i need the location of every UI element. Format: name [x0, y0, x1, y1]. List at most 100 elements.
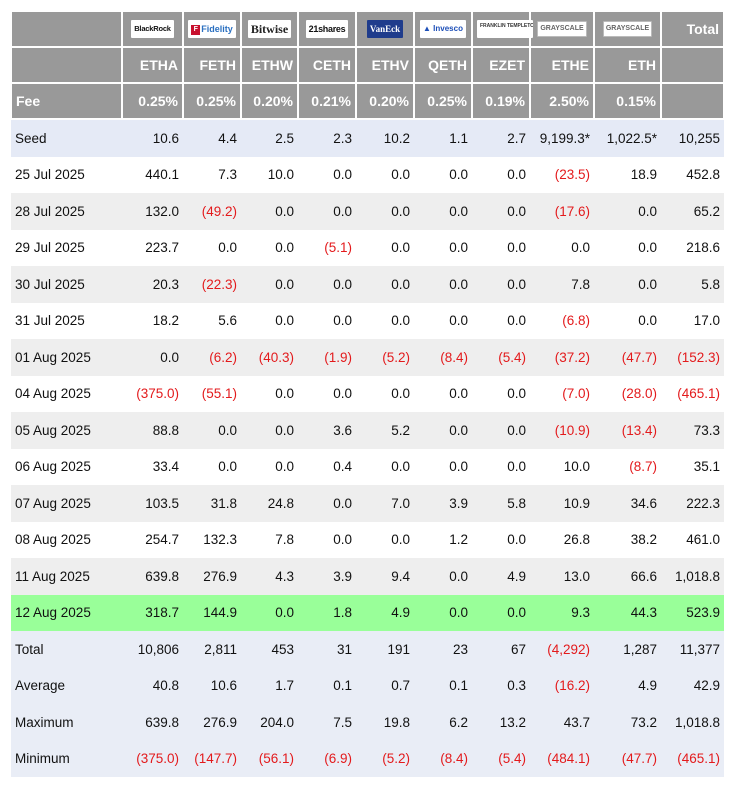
flow-cell: 5.8: [472, 485, 530, 522]
flow-cell: 10.9: [530, 485, 594, 522]
flow-cell: (1.9): [298, 339, 356, 376]
flow-cell: 1.1: [414, 119, 472, 157]
flow-cell: 10.2: [356, 119, 414, 157]
row-total-cell: 42.9: [661, 667, 724, 704]
flow-cell: 10.0: [563, 459, 590, 475]
flow-cell: 0.0: [414, 558, 472, 595]
flow-cell: 10.0: [267, 167, 294, 183]
table-row: 07 Aug 2025 103.5 31.8 24.8 0.0 7.0 3.9 5.8 10.9…: [11, 485, 724, 522]
flow-cell: 453: [241, 631, 298, 668]
fee-value: 0.25%: [121, 82, 184, 120]
flow-cell: 33.4: [152, 459, 179, 475]
flow-cell: 191: [356, 631, 414, 668]
flow-cell: 0.0: [414, 594, 472, 631]
grayscale-logo: GRAYSCALE: [537, 21, 587, 38]
row-total-cell: 10,255: [661, 119, 724, 157]
flow-cell: (8.7): [629, 459, 657, 475]
row-total-cell: 452.8: [686, 167, 720, 183]
flow-cell: (55.1): [201, 386, 237, 402]
logo-header-row: BlackRock F Fidelity Bitwise 21shares Van…: [10, 10, 725, 48]
flow-cell: (49.2): [183, 193, 241, 230]
flow-cell: 0.0: [449, 386, 468, 402]
fee-value: 0.20%: [240, 82, 299, 120]
flow-cell: 0.0: [333, 532, 352, 548]
flow-cell: 6.2: [414, 704, 472, 741]
table-row: 30 Jul 2025 20.3 (22.3) 0.0 0.0 0.0 0.0 0.0 7.8 0…: [11, 266, 724, 303]
row-total-cell: 222.3: [661, 485, 724, 522]
flow-cell: (4,292): [530, 631, 594, 668]
flow-cell: 0.0: [414, 412, 472, 449]
row-total-cell: 17.0: [693, 313, 720, 329]
flow-cell: 4.3: [241, 558, 298, 595]
row-label: Maximum: [11, 704, 122, 741]
flow-cell: 10,806: [122, 631, 183, 668]
table-row: 29 Jul 2025 223.7 0.0 0.0 (5.1) 0.0 0.0 0.0 0.0 0…: [11, 230, 724, 267]
flow-cell: 2.3: [298, 119, 356, 157]
flow-cell: 0.0: [449, 240, 468, 256]
flow-cell: 0.0: [275, 240, 294, 256]
row-label: 25 Jul 2025: [15, 167, 85, 183]
flow-cell: 0.0: [391, 386, 410, 402]
fee-value: 0.15%: [593, 82, 662, 120]
fee-value: 0.25%: [182, 82, 242, 120]
flow-cell: 38.2: [630, 532, 657, 548]
flow-cell: 2,811: [183, 631, 241, 668]
flow-cell: 4.9: [472, 558, 530, 595]
row-label: Total: [11, 631, 122, 668]
fee-value: 0.21%: [297, 82, 357, 120]
ticker-header: FETH: [182, 46, 242, 84]
flow-cell: 0.0: [507, 532, 526, 548]
flow-cell: 1,022.5*: [594, 119, 661, 157]
flow-cell: 0.1: [414, 667, 472, 704]
flow-cell: 4.9: [594, 667, 661, 704]
table-row: 08 Aug 2025 254.7 132.3 7.8 0.0 0.0 1.2 0.0 26.8…: [11, 522, 724, 559]
eth-etf-flows-table-container: BlackRock F Fidelity Bitwise 21shares Van…: [10, 10, 725, 777]
grayscale-mini-logo: GRAYSCALE: [602, 21, 653, 38]
flow-cell: 0.0: [391, 240, 410, 256]
invesco-logo: ▲ Invesco: [420, 20, 466, 38]
flow-cell: (5.2): [356, 740, 414, 777]
row-label: Seed: [11, 119, 122, 157]
flow-cell: 9.3: [530, 594, 594, 631]
logo-cell-grayscale-eth: GRAYSCALE: [593, 10, 662, 48]
flow-cell: 0.0: [391, 459, 410, 475]
table-row: Average 40.8 10.6 1.7 0.1 0.7 0.1 0.3 (16.2) 4.9 4…: [11, 667, 724, 704]
flow-cell: 13.0: [530, 558, 594, 595]
ticker-header: ETHE: [529, 46, 595, 84]
flow-cell: 0.0: [356, 193, 414, 230]
flow-cell: 254.7: [145, 532, 179, 548]
table-row: 04 Aug 2025 (375.0) (55.1) 0.0 0.0 0.0 0.0 0.0 (…: [11, 376, 724, 413]
flow-cell: (23.5): [554, 167, 590, 183]
row-label: 08 Aug 2025: [15, 532, 91, 548]
row-label: 04 Aug 2025: [15, 386, 91, 402]
table-row: 11 Aug 2025 639.8 276.9 4.3 3.9 9.4 0.0 4.9 13.0…: [11, 558, 724, 595]
flow-cell: 67: [472, 631, 530, 668]
flow-cell: 0.0: [472, 412, 530, 449]
flow-cell: (47.7): [594, 740, 661, 777]
row-total-cell: 65.2: [661, 193, 724, 230]
flow-cell: 0.0: [638, 313, 657, 329]
flow-cell: (37.2): [530, 339, 594, 376]
flow-cell: 0.4: [333, 459, 352, 475]
flow-cell: 0.0: [449, 313, 468, 329]
table-row: Minimum (375.0) (147.7) (56.1) (6.9) (5.2) (8.…: [11, 740, 724, 777]
flow-cell: 73.2: [594, 704, 661, 741]
flow-cell: 7.8: [275, 532, 294, 548]
row-label: 05 Aug 2025: [11, 412, 122, 449]
flow-cell: 7.3: [218, 167, 237, 183]
flow-cell: (375.0): [122, 740, 183, 777]
flow-cell: 0.0: [449, 459, 468, 475]
flow-cell: 43.7: [530, 704, 594, 741]
flow-cell: 0.0: [275, 386, 294, 402]
logo-cell-invesco: ▲ Invesco: [413, 10, 473, 48]
row-total-cell: 218.6: [686, 240, 720, 256]
flow-cell: 7.8: [530, 266, 594, 303]
flow-cell: 0.0: [507, 459, 526, 475]
flow-cell: 0.0: [356, 266, 414, 303]
fee-label: Fee: [10, 82, 123, 120]
flow-cell: 0.0: [414, 193, 472, 230]
flow-cell: (22.3): [183, 266, 241, 303]
flow-cell: 0.0: [594, 193, 661, 230]
table-row: 25 Jul 2025 440.1 7.3 10.0 0.0 0.0 0.0 0.0 (23.5…: [11, 157, 724, 194]
flow-cell: 440.1: [145, 167, 179, 183]
